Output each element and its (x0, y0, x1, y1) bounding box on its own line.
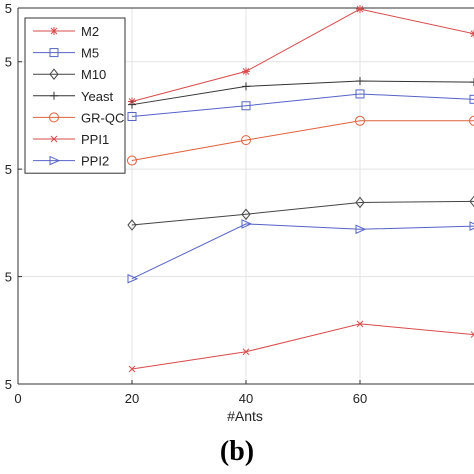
data-point-gr-qc (469, 115, 474, 126)
x-axis-title: #Ants (227, 408, 263, 424)
legend-entry-gr-qc: GR-QC (33, 110, 124, 125)
data-point-m10 (355, 196, 365, 209)
data-point-m2 (242, 67, 250, 76)
x-tick-label: 60 (353, 391, 367, 406)
legend-entry-ppi2: PPI2 (33, 154, 109, 169)
y-tick-label: 5 (5, 377, 12, 392)
data-point-m5 (127, 112, 137, 122)
series-line-yeast (131, 80, 474, 106)
y-tick-label: 5 (5, 162, 12, 177)
data-point-yeast (356, 77, 364, 86)
data-point-m10 (241, 208, 251, 221)
series-line-ppi2 (131, 223, 474, 280)
data-point-m2 (470, 29, 474, 38)
x-tick-label: 20 (125, 391, 139, 406)
data-point-ppi1 (242, 348, 250, 356)
legend-label-ppi1: PPI1 (81, 132, 109, 147)
series-m2 (128, 5, 474, 106)
legend-marker-gr-qc (49, 112, 59, 123)
legend-label-gr-qc: GR-QC (81, 110, 124, 125)
y-tick-label: 5 (5, 1, 12, 16)
series-gr-qc (127, 115, 474, 166)
data-point-ppi2 (241, 219, 253, 229)
data-point-m10 (127, 219, 137, 231)
legend-marker-ppi2 (49, 155, 61, 166)
data-point-m5 (355, 89, 365, 99)
series-m10 (127, 195, 474, 231)
legend-marker-m10 (49, 68, 59, 81)
legend-label-ppi2: PPI2 (81, 154, 109, 169)
legend-marker-yeast (50, 91, 58, 100)
legend-entry-ppi1: PPI1 (33, 132, 109, 147)
series-line-m5 (131, 93, 474, 118)
data-point-ppi2 (127, 273, 139, 284)
data-point-m5 (241, 101, 251, 111)
data-point-yeast (470, 78, 474, 87)
data-point-ppi1 (470, 331, 474, 338)
data-point-gr-qc (355, 115, 365, 126)
legend-entry-m10: M10 (33, 67, 106, 82)
data-point-m2 (356, 5, 364, 14)
series-ppi2 (127, 219, 474, 284)
axes: 0 20 40 60 5 5 5 5 5 #Ants (5, 1, 474, 424)
data-point-m10 (469, 195, 474, 208)
legend-entry-m2: M2 (33, 24, 99, 39)
legend-entry-m5: M5 (33, 46, 99, 61)
legend-label-m5: M5 (81, 46, 99, 61)
legend: M2 M5 M10 Yeast GR-QC PPI1 PPI2 (24, 17, 126, 174)
data-point-yeast (128, 100, 136, 109)
data-point-m5 (469, 94, 474, 104)
series-line-m2 (131, 8, 474, 102)
series-m5 (127, 89, 474, 122)
y-tick-label: 5 (5, 55, 12, 70)
series-line-m10 (131, 200, 474, 226)
series-ppi1 (128, 320, 474, 373)
legend-marker-m5 (49, 48, 59, 58)
data-point-ppi1 (128, 365, 136, 373)
y-tick-label: 5 (5, 270, 12, 285)
data-point-ppi2 (469, 221, 474, 231)
data-point-yeast (242, 82, 250, 91)
x-tick-label: 0 (14, 391, 21, 406)
series-layer (127, 5, 474, 373)
data-point-ppi2 (355, 224, 367, 235)
legend-marker-ppi1 (50, 135, 58, 143)
data-point-gr-qc (127, 155, 137, 166)
legend-label-m2: M2 (81, 24, 99, 39)
legend-marker-m2 (50, 27, 58, 35)
x-tick-label: 40 (239, 391, 253, 406)
legend-label-m10: M10 (81, 67, 106, 82)
panel-label: (b) (219, 436, 255, 467)
series-line-ppi1 (131, 323, 474, 370)
data-point-ppi1 (356, 320, 364, 328)
data-point-gr-qc (241, 135, 251, 146)
series-line-gr-qc (131, 120, 474, 162)
legend-label-yeast: Yeast (81, 89, 113, 104)
series-yeast (128, 77, 474, 109)
legend-entry-yeast: Yeast (33, 89, 113, 104)
